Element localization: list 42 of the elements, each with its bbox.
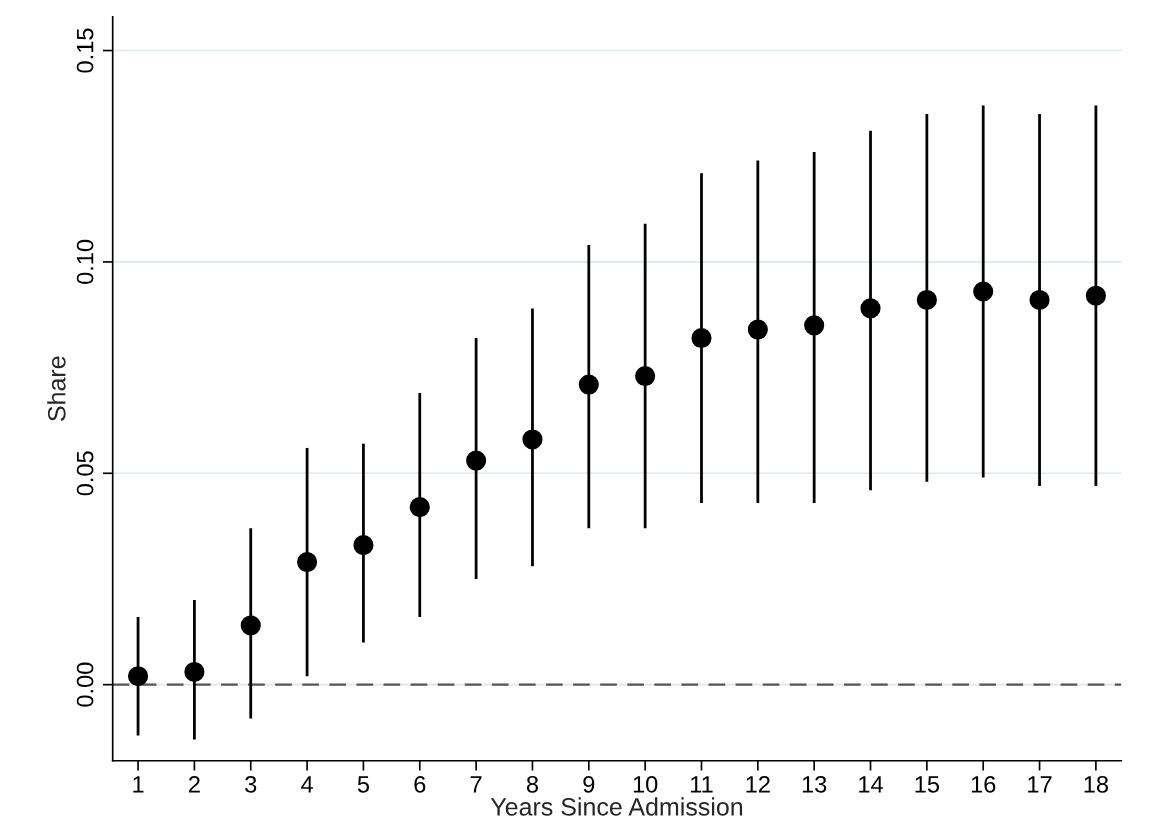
x-tick-label: 17 (1028, 776, 1052, 793)
x-tick-label: 13 (802, 775, 827, 793)
point (860, 298, 881, 319)
x-axis-title: Years Since Admission (490, 797, 743, 816)
point (409, 497, 430, 518)
point (804, 315, 825, 336)
point (127, 666, 149, 687)
x-tick-label: 8 (526, 775, 538, 793)
x-tick-label: 16 (971, 775, 996, 793)
x-tick-label: 2 (189, 775, 200, 793)
x-tick-label: 1 (133, 776, 144, 793)
point (1029, 289, 1050, 311)
x-tick-label: 12 (746, 775, 770, 793)
point (635, 365, 656, 387)
x-tick-label: 5 (357, 776, 370, 793)
x-tick-label: 6 (414, 775, 426, 793)
x-tick-label: 3 (245, 775, 257, 793)
point (522, 429, 543, 450)
y-tick-label: 0.10 (76, 239, 94, 284)
x-tick-label: 9 (583, 775, 595, 793)
x-tick-label: 14 (859, 776, 883, 793)
point (240, 615, 261, 636)
point (184, 661, 205, 683)
point (747, 319, 768, 340)
point (353, 535, 374, 556)
x-tick-label: 11 (691, 776, 713, 793)
y-tick-label: 0.15 (76, 28, 94, 73)
point (691, 327, 712, 349)
y-tick-label: 0.05 (76, 451, 94, 496)
point (578, 374, 599, 395)
x-tick-label: 15 (915, 776, 940, 793)
point (466, 450, 487, 471)
x-tick-label: 4 (301, 776, 313, 793)
y-axis-title: Share (47, 356, 66, 421)
point (973, 281, 994, 302)
x-tick-label: 18 (1084, 775, 1108, 793)
point (1085, 285, 1106, 306)
point (916, 289, 937, 311)
point (297, 552, 318, 573)
x-tick-label: 7 (470, 776, 482, 793)
y-tick-label: 0.00 (76, 662, 94, 707)
x-tick-label: 10 (633, 775, 658, 793)
